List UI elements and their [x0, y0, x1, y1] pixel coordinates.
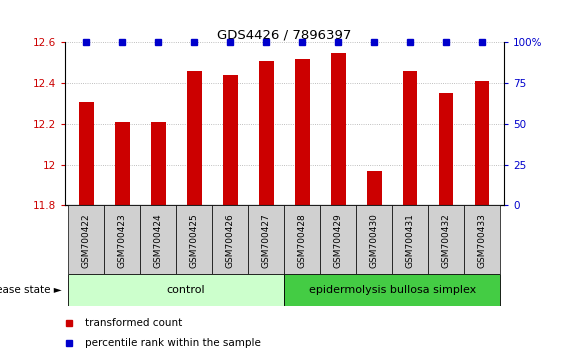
Text: epidermolysis bullosa simplex: epidermolysis bullosa simplex — [309, 285, 476, 295]
Bar — [403, 71, 418, 205]
Text: GSM700422: GSM700422 — [82, 213, 91, 268]
Bar — [295, 59, 310, 205]
Bar — [248, 205, 284, 274]
Bar — [68, 274, 284, 306]
Bar — [331, 53, 346, 205]
Bar — [392, 205, 428, 274]
Bar — [223, 75, 238, 205]
Bar — [212, 205, 248, 274]
Text: control: control — [166, 285, 204, 295]
Bar — [439, 93, 453, 205]
Bar — [187, 71, 202, 205]
Text: GSM700431: GSM700431 — [406, 213, 415, 268]
Text: GSM700428: GSM700428 — [298, 213, 307, 268]
Bar — [79, 102, 93, 205]
Text: GSM700426: GSM700426 — [226, 213, 235, 268]
Text: GSM700429: GSM700429 — [334, 213, 343, 268]
Bar — [68, 205, 104, 274]
Bar — [115, 122, 129, 205]
Bar — [151, 122, 166, 205]
Text: percentile rank within the sample: percentile rank within the sample — [84, 338, 260, 348]
Title: GDS4426 / 7896397: GDS4426 / 7896397 — [217, 28, 351, 41]
Bar — [140, 205, 176, 274]
Text: GSM700430: GSM700430 — [370, 213, 379, 268]
Text: GSM700432: GSM700432 — [442, 213, 451, 268]
Bar — [259, 61, 274, 205]
Bar — [284, 205, 320, 274]
Bar — [284, 274, 501, 306]
Text: GSM700427: GSM700427 — [262, 213, 271, 268]
Text: GSM700424: GSM700424 — [154, 213, 163, 268]
Text: GSM700433: GSM700433 — [478, 213, 487, 268]
Bar — [428, 205, 464, 274]
Bar — [176, 205, 212, 274]
Text: transformed count: transformed count — [84, 318, 182, 328]
Bar — [464, 205, 501, 274]
Bar — [320, 205, 356, 274]
Bar — [367, 171, 382, 205]
Text: disease state ►: disease state ► — [0, 285, 62, 295]
Text: GSM700423: GSM700423 — [118, 213, 127, 268]
Bar — [356, 205, 392, 274]
Text: GSM700425: GSM700425 — [190, 213, 199, 268]
Bar — [104, 205, 140, 274]
Bar — [475, 81, 489, 205]
